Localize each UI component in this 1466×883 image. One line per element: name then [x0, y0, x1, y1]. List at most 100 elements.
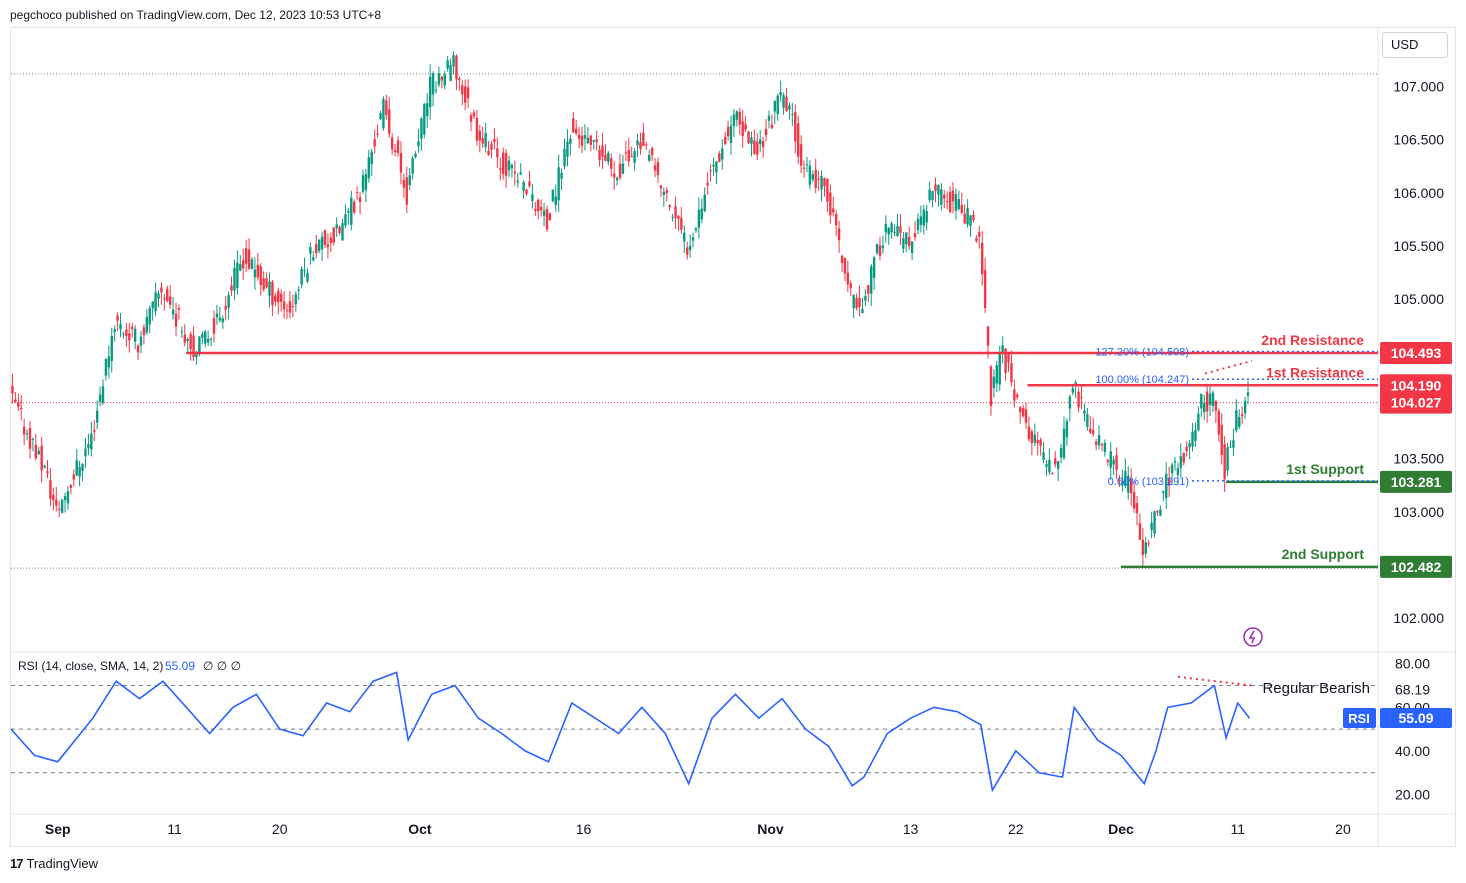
candle-body — [1004, 348, 1007, 373]
candle-body — [87, 444, 90, 449]
candle-body — [618, 163, 622, 178]
candle-body — [896, 225, 899, 237]
candle-body — [201, 334, 204, 338]
price-tick-label: 106.500 — [1393, 132, 1444, 148]
candle-body — [563, 148, 566, 167]
candle-body — [510, 164, 514, 169]
candle-body — [691, 237, 695, 241]
candle-body — [966, 208, 969, 225]
candle-body — [1188, 443, 1191, 448]
footer: 17 TradingView — [10, 856, 98, 871]
candle-body — [683, 232, 686, 242]
candle-body — [560, 172, 563, 179]
candle-body — [242, 260, 245, 269]
level-lines — [186, 350, 1378, 569]
candle-body — [493, 138, 496, 143]
candle-body — [411, 157, 414, 174]
candle-body — [28, 428, 32, 449]
fib-label: 100.00% (104.247) — [1095, 374, 1189, 386]
candle-body — [52, 494, 55, 501]
candle-body — [37, 450, 40, 455]
candle-body — [735, 111, 739, 120]
candle-body — [1173, 461, 1177, 463]
candle-body — [636, 140, 639, 146]
candle-body — [1162, 491, 1165, 494]
candle-body — [244, 248, 248, 264]
candle-body — [355, 191, 359, 193]
candle-body — [995, 365, 999, 384]
candle-body — [864, 296, 867, 301]
candle-body — [215, 313, 219, 318]
candle-body — [142, 327, 146, 336]
candle-body — [709, 170, 712, 172]
candle-body — [338, 226, 341, 234]
candle-body — [110, 335, 113, 361]
candle-body — [233, 267, 236, 291]
candle-body — [677, 215, 680, 219]
rsi-indicator-label: RSI (14, close, SMA, 14, 2) — [18, 659, 163, 673]
candle-body — [607, 152, 610, 162]
candle-body — [315, 244, 318, 254]
candle-body — [166, 288, 169, 301]
candle-body — [779, 91, 782, 96]
candle-body — [685, 247, 689, 255]
candle-body — [610, 158, 613, 169]
candle-body — [133, 328, 137, 342]
candle-body — [899, 226, 902, 233]
candle-body — [948, 192, 952, 212]
rsi-tick-label: 68.19 — [1395, 681, 1430, 697]
candle-body — [34, 445, 38, 459]
candle-body — [303, 270, 306, 272]
candle-body — [814, 169, 817, 188]
candle-body — [808, 165, 812, 185]
currency-selector[interactable]: USD — [1382, 32, 1448, 58]
candle-body — [1223, 444, 1226, 480]
candles — [11, 51, 1250, 568]
candle-body — [192, 335, 195, 357]
candle-body — [983, 270, 987, 309]
candle-body — [1217, 410, 1221, 435]
candle-body — [770, 124, 774, 129]
candle-body — [919, 216, 923, 225]
candle-body — [586, 137, 590, 143]
candle-body — [604, 154, 607, 161]
chart-frame — [10, 27, 1456, 847]
candle-body — [1179, 456, 1183, 468]
candle-body — [937, 184, 940, 195]
level-label: 2nd Resistance — [1261, 332, 1364, 348]
candle-body — [1027, 426, 1031, 440]
candle-body — [455, 55, 458, 80]
candle-body — [870, 266, 873, 294]
candle-body — [1080, 396, 1083, 398]
candle-body — [1182, 452, 1185, 463]
candle-body — [107, 356, 111, 368]
candle-body — [285, 310, 289, 312]
lightning-icon-bolt — [1248, 630, 1256, 644]
candle-body — [1112, 459, 1115, 465]
candle-body — [104, 359, 108, 376]
candle-body — [370, 151, 373, 165]
candle-body — [128, 333, 131, 341]
candle-body — [393, 150, 397, 153]
candle-body — [364, 174, 368, 190]
candle-body — [171, 309, 175, 315]
candle-body — [417, 141, 420, 147]
candle-body — [884, 223, 888, 233]
candle-body — [1144, 542, 1147, 554]
candle-body — [875, 244, 879, 254]
candle-body — [443, 74, 446, 86]
candle-body — [379, 113, 382, 120]
candle-body — [627, 150, 630, 162]
candle-body — [154, 292, 157, 312]
candle-body — [916, 218, 920, 231]
candle-body — [1138, 523, 1142, 540]
candle-body — [1036, 439, 1039, 444]
candle-body — [148, 307, 151, 325]
candle-body — [168, 296, 172, 305]
candle-body — [253, 269, 257, 278]
candle-body — [396, 140, 400, 154]
candle-body — [759, 139, 762, 144]
rsi-value-box — [1380, 708, 1452, 729]
candle-body — [1030, 431, 1034, 444]
